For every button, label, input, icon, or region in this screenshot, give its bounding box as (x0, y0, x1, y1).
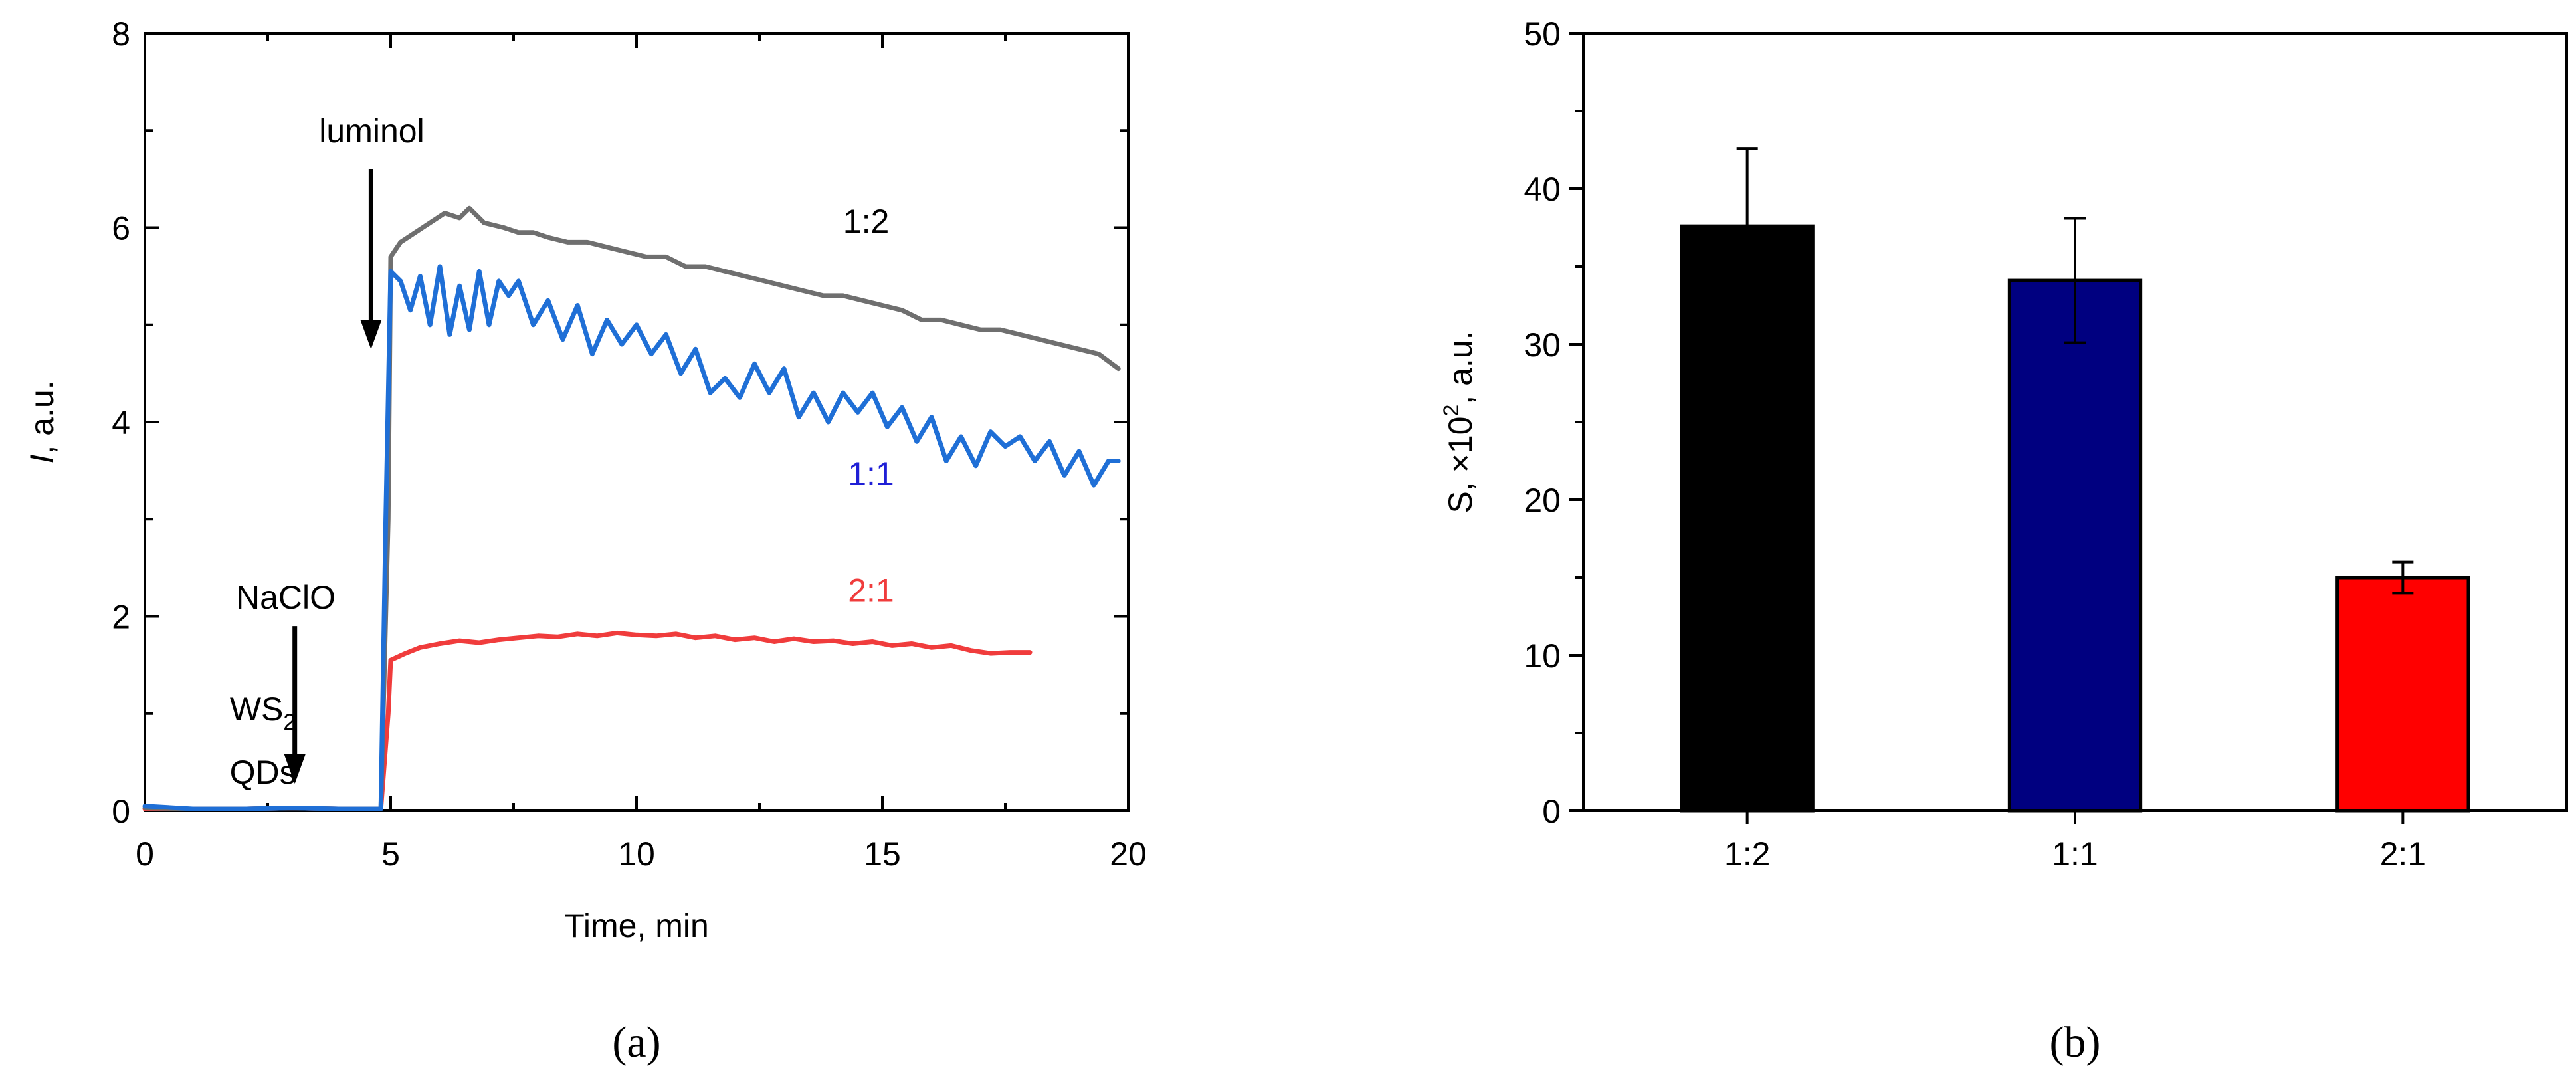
chart-a-annotation-luminol: luminol (319, 112, 424, 150)
chart-a-ylabel-rest: , a.u. (23, 380, 60, 454)
chart-a-ytick-label: 8 (112, 15, 130, 53)
chart-a-ylabel-italic: I (23, 455, 60, 464)
chart-a-series (142, 205, 1121, 811)
chart-a-xtick-label: 5 (381, 835, 400, 873)
chart-a-ytick-label: 2 (112, 599, 130, 636)
chart-b-ytick-label: 10 (1524, 637, 1561, 675)
chart-a-annotation-qds: QDs (230, 754, 296, 791)
chart-b-ylabel-sup: 2 (1439, 405, 1463, 417)
chart-b-ytick-label: 50 (1524, 15, 1561, 53)
chart-b-ytick-label: 0 (1542, 793, 1561, 830)
chart-a-annotation-ws2-sub: 2 (283, 710, 296, 735)
chart-a-ticks: 0 5 10 15 20 0 2 4 6 8 (112, 15, 1147, 873)
chart-a-series-line-2-1 (142, 630, 1033, 811)
chart-a-ytick-label: 0 (112, 793, 130, 830)
chart-a-annotation-naclo: NaClO (236, 579, 336, 616)
chart-b-panel-label: (b) (2050, 1018, 2101, 1067)
chart-b-xtick-label: 1:1 (2052, 835, 2098, 873)
chart-a-xtick-label: 15 (864, 835, 901, 873)
chart-a-ytick-label: 6 (112, 210, 130, 247)
chart-a-series-label: 1:2 (843, 203, 890, 240)
chart-b-ylabel-end: , a.u. (1442, 331, 1479, 405)
chart-a-annotations: 1:2 1:1 2:1 luminol NaClO WS2 QDs (230, 112, 894, 791)
chart-a-series-line-1-1 (142, 264, 1121, 811)
chart-a-xtick-label: 0 (136, 835, 154, 873)
chart-a-series-line-1-2 (142, 205, 1121, 811)
chart-b-ylabel: S, ×102, a.u. (1439, 331, 1479, 514)
chart-b-bar-1-2 (1680, 224, 1815, 813)
chart-b-bar-2-1 (2335, 576, 2470, 813)
chart-a-ylabel: I, a.u. (23, 380, 60, 463)
chart-b-xtick-label: 1:2 (1724, 835, 1771, 873)
chart-b-ylabel-main: S, ×10 (1442, 417, 1479, 514)
chart-b-ytick-label: 30 (1524, 326, 1561, 364)
chart-a-plot-frame (144, 32, 1130, 812)
chart-a-panel-label: (a) (612, 1018, 660, 1067)
chart-a-series-label: 1:1 (848, 455, 894, 492)
chart-a-luminol-arrow (360, 169, 382, 350)
chart-b-bar-1-1 (2007, 278, 2143, 813)
chart-a-xtick-label: 10 (618, 835, 655, 873)
chart-a-series-label: 2:1 (848, 572, 894, 609)
chart-b-bars: 1:2 1:1 2:1 (1680, 147, 2470, 873)
chart-a-ytick-label: 4 (112, 404, 130, 441)
chart-b-ticks: 0 10 20 30 40 50 (1524, 15, 1583, 830)
chart-a-xlabel: Time, min (564, 907, 709, 944)
chart-a-luminol-arrow-head (360, 320, 382, 350)
chart-b-xtick-label: 2:1 (2380, 835, 2427, 873)
chart-a-annotation-ws2-main: WS (230, 691, 284, 728)
chart-a-annotation-ws2: WS2 (230, 691, 296, 735)
chart-b-ytick-label: 20 (1524, 482, 1561, 519)
chart-b-bar-chart: 0 10 20 30 40 50 1:2 1:1 2:1 S, ×102, a.u. (b) (1439, 15, 2568, 1067)
chart-a-xtick-label: 20 (1110, 835, 1147, 873)
chart-a-naclo-arrow-head (284, 754, 306, 784)
chart-a-naclo-arrow (284, 626, 306, 784)
chart-b-ytick-label: 40 (1524, 171, 1561, 208)
